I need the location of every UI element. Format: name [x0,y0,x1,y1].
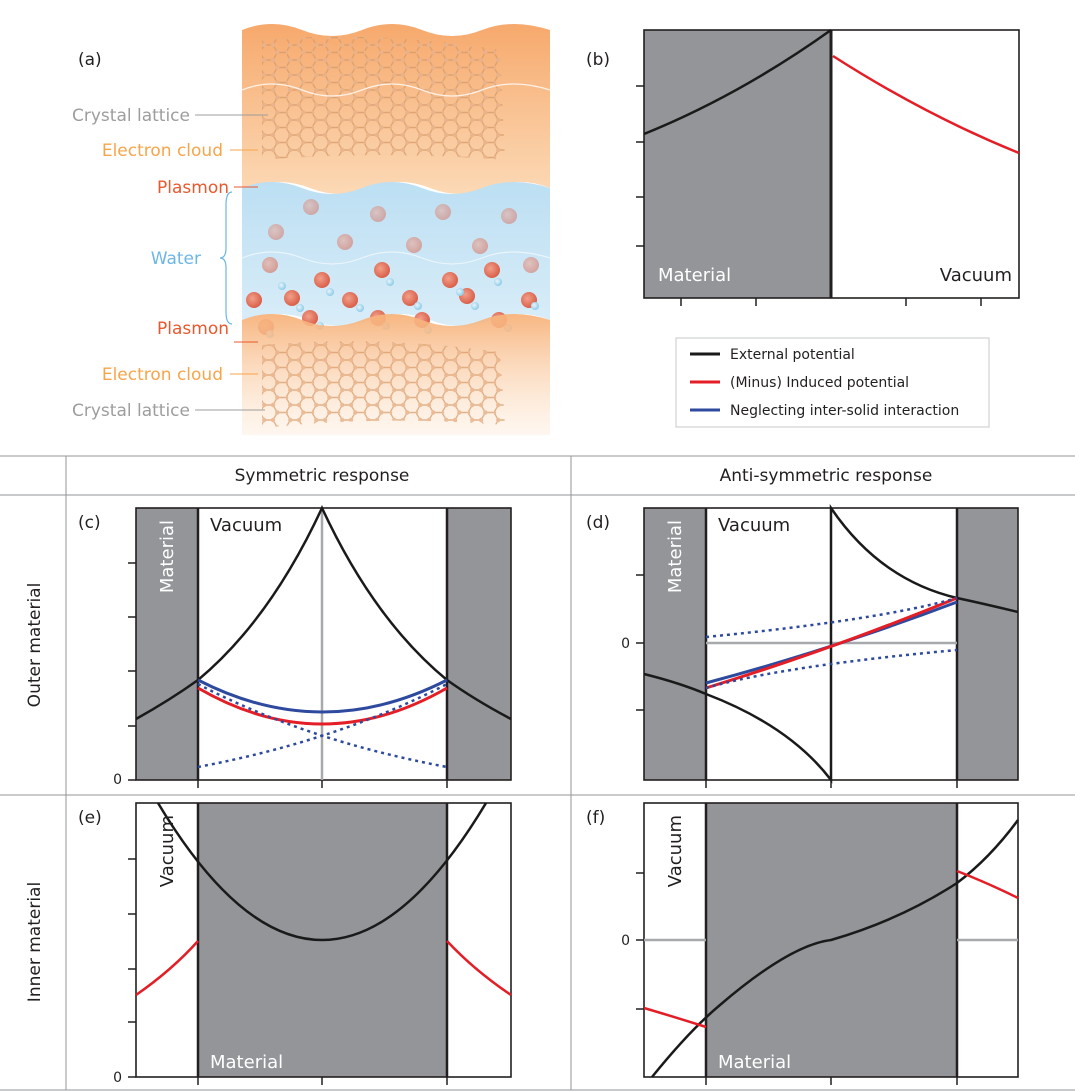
f-external-potential [651,819,1020,1078]
c-zero-label: 0 [113,772,122,788]
legend-external: External potential [730,347,855,363]
c-neglecting-dotted-2 [197,682,448,769]
b-material-label: Material [658,265,731,286]
c-neglecting-potential [197,678,448,714]
panel-a: (a) [72,24,551,435]
f-material-label: Material [718,1052,791,1073]
c-external-potential [135,505,512,721]
grid-lines [0,455,1075,1091]
row-outer-header: Outer material [25,583,45,708]
water-layer [242,182,550,326]
label-plasmon-bottom: Plasmon [157,319,229,339]
legend-neglecting: Neglecting inter-solid interaction [730,403,959,419]
bottom-crystal-lattice [262,341,505,428]
f-vacuum-label: Vacuum [665,815,686,887]
label-crystal-bottom: Crystal lattice [72,401,190,421]
col-antisymmetric-header: Anti-symmetric response [720,466,933,486]
e-material-label: Material [210,1052,283,1073]
d-induced-potential [705,596,958,690]
f-zero-label: 0 [621,933,630,949]
e-induced-right [446,940,512,997]
top-crystal-lattice [262,36,505,160]
b-external-potential [643,28,832,136]
panel-b-label: (b) [586,50,610,70]
label-electron-bottom: Electron cloud [102,365,223,385]
e-zero-label: 0 [113,1070,122,1086]
e-vacuum-label: Vacuum [157,815,178,887]
label-electron-top: Electron cloud [102,141,223,161]
label-plasmon-top: Plasmon [157,178,229,198]
f-induced-left [643,1006,707,1029]
c-induced-potential [197,686,448,726]
e-external-potential [156,802,488,942]
panel-e-label: (e) [78,808,102,828]
b-vacuum-label: Vacuum [940,265,1012,286]
row-inner-header: Inner material [25,882,45,1002]
col-symmetric-header: Symmetric response [235,466,410,486]
d-material-label: Material [665,520,686,593]
panel-f-label: (f) [586,808,605,828]
e-induced-left [135,940,199,997]
f-induced-right [956,869,1019,900]
legend: External potential (Minus) Induced poten… [675,337,990,428]
b-induced-potential [832,54,1020,155]
d-neglecting-dotted-1 [705,596,958,639]
c-neglecting-dotted-1 [197,682,448,769]
label-crystal-top: Crystal lattice [72,106,190,126]
legend-induced: (Minus) Induced potential [730,375,909,391]
d-neglecting-dotted-2 [705,648,958,690]
c-vacuum-label: Vacuum [210,515,282,536]
panel-c: (c) 0 Vacuum Material [78,505,512,788]
panel-f: (f) 0 Vacuum Material [586,802,1020,1085]
label-water: Water [151,249,201,269]
d-zero-label: 0 [621,636,630,652]
panel-d-label: (d) [586,513,610,533]
d-vacuum-label: Vacuum [718,515,790,536]
panel-c-label: (c) [78,513,101,533]
panel-a-label: (a) [78,50,102,70]
panel-b: (b) Material Vacuum [586,28,1020,306]
panel-d: (d) 0 Vacuum Material [586,503,1019,788]
c-material-label: Material [157,520,178,593]
panel-e: (e) 0 Vacuum Material [78,802,512,1086]
